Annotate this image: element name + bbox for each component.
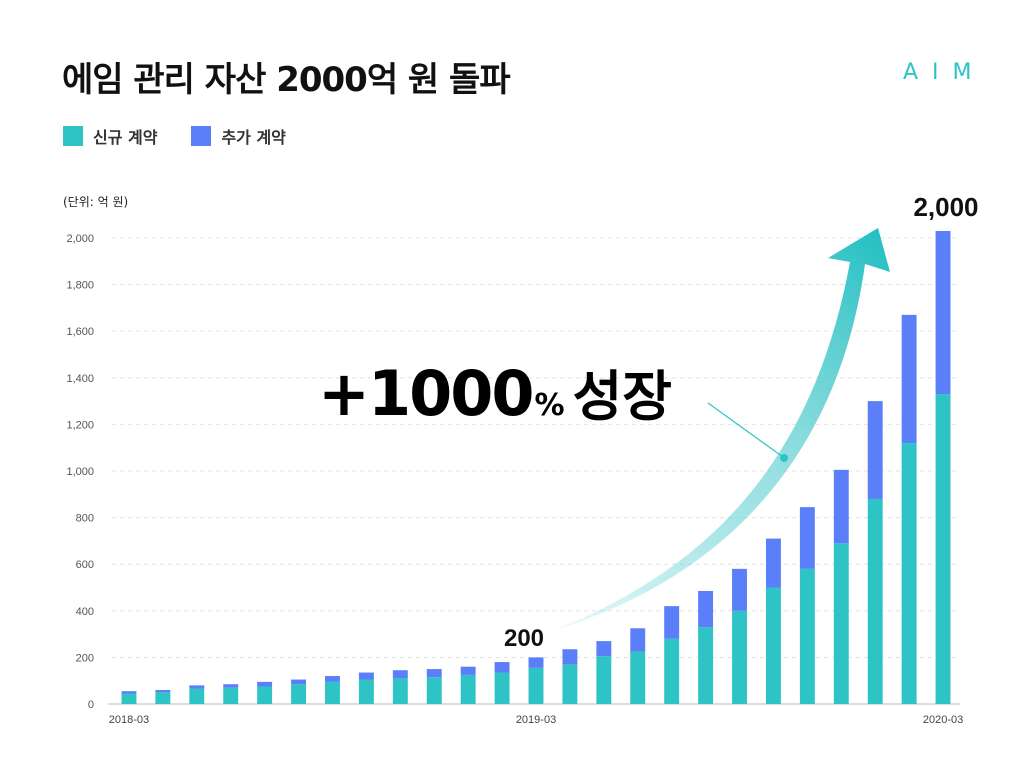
bar-segment-new xyxy=(901,443,917,704)
bar-segment-additional xyxy=(392,670,408,679)
bar-segment-additional xyxy=(494,662,510,673)
y-tick-label: 800 xyxy=(76,513,94,525)
x-tick-label: 2019-03 xyxy=(516,714,556,726)
bar-segment-new xyxy=(596,656,612,704)
y-tick-label: 600 xyxy=(76,559,94,571)
bar-segment-new xyxy=(325,681,340,704)
bar-segment-additional xyxy=(867,401,883,499)
bar-segment-new xyxy=(223,687,239,704)
start-value-label: 200 xyxy=(504,625,544,652)
bar-segment-additional xyxy=(765,538,781,588)
legend-label-additional: 추가 계약 xyxy=(221,128,286,147)
bar-segment-additional xyxy=(121,691,137,694)
bar-segment-new xyxy=(935,394,951,704)
legend-swatch-additional xyxy=(191,126,212,146)
bar-segment-new xyxy=(528,667,544,704)
bar-segment-additional xyxy=(698,590,714,628)
bar-segment-new xyxy=(189,688,205,704)
end-value-label: 2,000 xyxy=(913,192,978,222)
bar-segment-new xyxy=(494,672,510,704)
growth-arrow-icon xyxy=(555,228,890,630)
annotation-leader-line xyxy=(707,402,784,458)
bar-segment-new xyxy=(392,678,408,704)
bar-segment-additional xyxy=(460,666,476,675)
bar-segment-new xyxy=(562,664,578,704)
x-tick-label: 2018-03 xyxy=(109,714,149,726)
bar-segment-new xyxy=(664,638,680,704)
legend: 신규 계약 추가 계약 xyxy=(63,124,286,148)
y-tick-label: 1,000 xyxy=(66,466,94,478)
legend-label-new: 신규 계약 xyxy=(93,128,158,147)
bar-segment-additional xyxy=(257,681,273,687)
bar-segment-new xyxy=(291,684,307,704)
aim-logo: AIM xyxy=(903,60,986,85)
y-tick-label: 0 xyxy=(88,699,94,711)
bar-segment-additional xyxy=(732,568,747,611)
annotation-dot xyxy=(780,454,788,462)
bar-segment-new xyxy=(799,568,815,704)
bar-segment-new xyxy=(155,692,171,704)
bar-segment-additional xyxy=(426,669,442,678)
bar-segment-additional xyxy=(189,685,205,689)
bar-segment-new xyxy=(698,627,714,704)
bar-segment-additional xyxy=(596,641,612,657)
bar-segment-additional xyxy=(223,684,239,688)
bar-segment-additional xyxy=(664,606,680,639)
bar-segment-new xyxy=(765,587,781,704)
growth-percent: % xyxy=(534,388,565,423)
bar-segment-additional xyxy=(935,231,951,395)
unit-label: (단위: 억 원) xyxy=(63,195,129,209)
bar-segment-new xyxy=(358,679,374,704)
y-tick-label: 200 xyxy=(76,652,94,664)
page-title: 에임 관리 자산 2000억 원 돌파 xyxy=(62,60,511,100)
bar-segment-additional xyxy=(291,679,307,685)
bar-segment-additional xyxy=(901,314,917,444)
bar-segment-additional xyxy=(799,507,815,569)
bar-segment-additional xyxy=(528,657,544,668)
bar-segment-additional xyxy=(562,649,578,665)
legend-item-additional: 추가 계약 xyxy=(191,124,286,148)
bar-segment-new xyxy=(833,543,849,704)
growth-number: +1000 xyxy=(318,357,535,430)
bar-segment-new xyxy=(257,686,273,704)
y-tick-label: 1,400 xyxy=(66,373,94,385)
bar-segment-additional xyxy=(155,690,171,693)
x-tick-label: 2020-03 xyxy=(923,714,963,726)
legend-swatch-new xyxy=(63,126,83,146)
y-tick-label: 2,000 xyxy=(66,233,94,245)
growth-word: 성장 xyxy=(572,365,672,428)
bar-segment-new xyxy=(121,693,137,704)
bar-segment-new xyxy=(630,651,646,704)
bar-segment-new xyxy=(867,498,883,704)
bar-segment-additional xyxy=(325,676,340,682)
bar-segment-additional xyxy=(833,469,849,544)
bar-segment-additional xyxy=(358,672,374,680)
y-tick-label: 400 xyxy=(76,606,94,618)
y-tick-label: 1,600 xyxy=(66,326,94,338)
bar-segment-new xyxy=(460,674,476,704)
bar-segment-new xyxy=(732,610,747,704)
legend-item-new: 신규 계약 xyxy=(63,124,157,148)
bar-segment-additional xyxy=(630,628,646,652)
bar-segment-new xyxy=(426,677,442,704)
growth-annotation: +1000 % 성장 xyxy=(318,352,672,431)
y-tick-label: 1,200 xyxy=(66,419,94,431)
y-tick-label: 1,800 xyxy=(66,280,94,292)
